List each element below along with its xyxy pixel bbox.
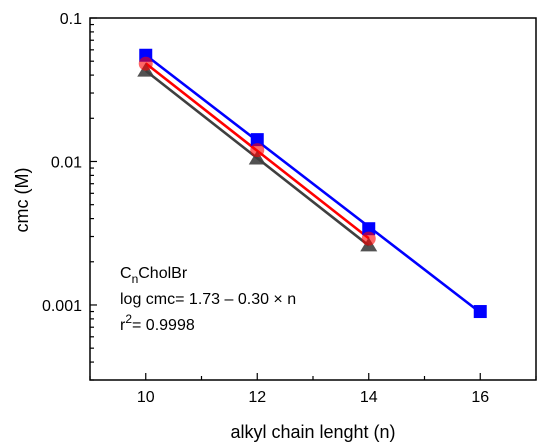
fit-line [144,54,482,314]
compound-rest: CholBr [138,265,188,282]
x-tick-label: 16 [471,389,489,406]
r2-superscript: 2 [125,312,132,326]
square-marker [250,133,264,147]
y-tick-label: 0.01 [51,154,82,171]
x-tick-label: 10 [137,389,155,406]
triangle-marker [248,150,266,165]
x-tick-label: 12 [248,389,266,406]
compound-subscript: n [132,272,139,286]
square-marker [362,222,376,236]
x-axis-label: alkyl chain lenght (n) [230,422,395,442]
compound-main: C [120,265,132,282]
data-points [137,48,487,319]
axes: 10 12 14 16 0.001 0.01 0.1 [42,11,537,406]
r2-prefix: r [120,317,126,334]
annotation-compound: CnCholBr [120,265,188,286]
y-tick-label: 0.1 [60,11,82,28]
y-axis-label: cmc (M) [12,168,32,233]
circle-marker [250,143,265,158]
annotation-r2: r2= 0.9998 [120,312,195,334]
x-tick-label: 14 [360,389,378,406]
circle-marker [138,56,153,71]
annotation: CnCholBr log cmc= 1.73 – 0.30 × n r2= 0.… [120,265,296,334]
circle-marker [361,231,376,246]
y-tick-label: 0.001 [42,298,82,315]
r2-value: = 0.9998 [132,317,195,334]
square-marker [473,305,487,319]
annotation-equation: log cmc= 1.73 – 0.30 × n [120,291,296,308]
fit-lines [144,54,482,314]
